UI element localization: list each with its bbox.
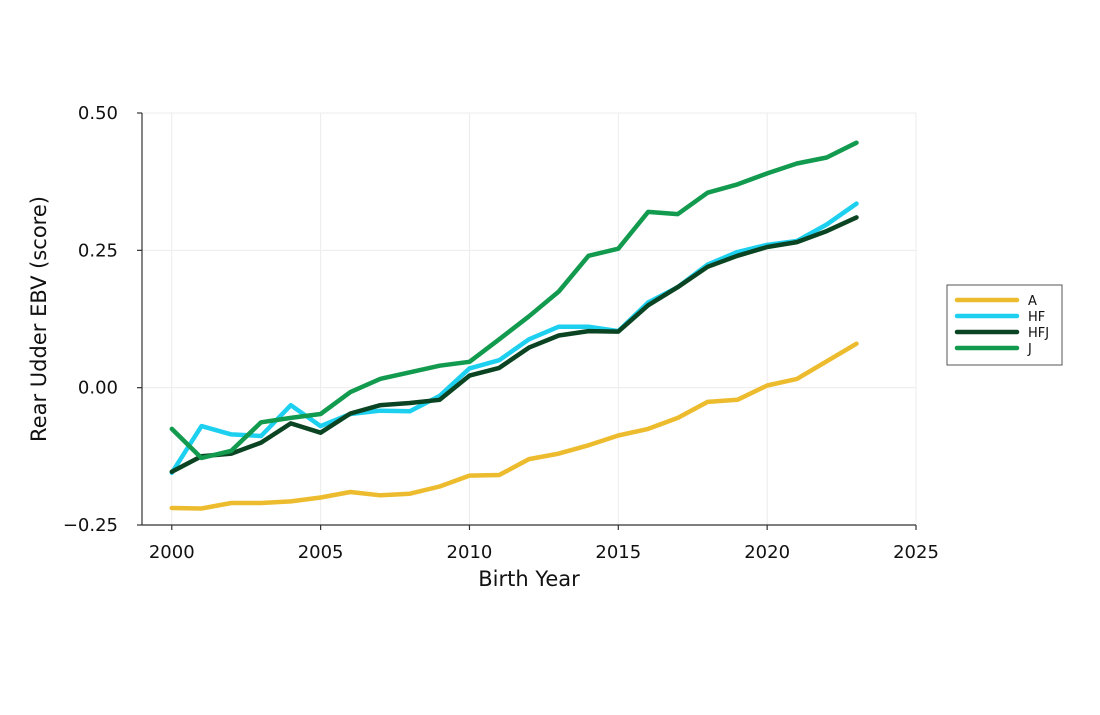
x-tick-label: 2020 [744,542,790,563]
series-line-a [169,341,859,511]
x-tick-label: 2015 [595,542,641,563]
series-line-hfj [169,215,859,474]
y-tick-label: −0.25 [63,515,118,536]
y-tick-label: 0.50 [78,103,118,124]
legend-box [946,284,1063,366]
y-tick-label: 0.25 [78,240,118,261]
legend-label: A [1028,294,1037,309]
y-tick-label: 0.00 [78,378,118,399]
x-tick-label: 2000 [149,542,195,563]
tick-labels: 2000 2005 2010 2015 2020 2025 −0.25 0.00 0.25 0.5… [63,103,939,563]
series-lines [169,140,859,511]
x-tick-label: 2025 [893,542,939,563]
y-axis-title: Rear Udder EBV (score) [27,196,51,442]
series-line-hf [169,201,859,476]
legend-label: J [1027,342,1032,357]
x-tick-label: 2010 [447,542,493,563]
x-tick-label: 2005 [298,542,344,563]
legend-label: HFJ [1028,326,1049,341]
x-axis-title: Birth Year [478,567,580,591]
series-line-j [169,140,859,461]
axes [137,112,917,530]
legend-label: HF [1028,310,1045,325]
